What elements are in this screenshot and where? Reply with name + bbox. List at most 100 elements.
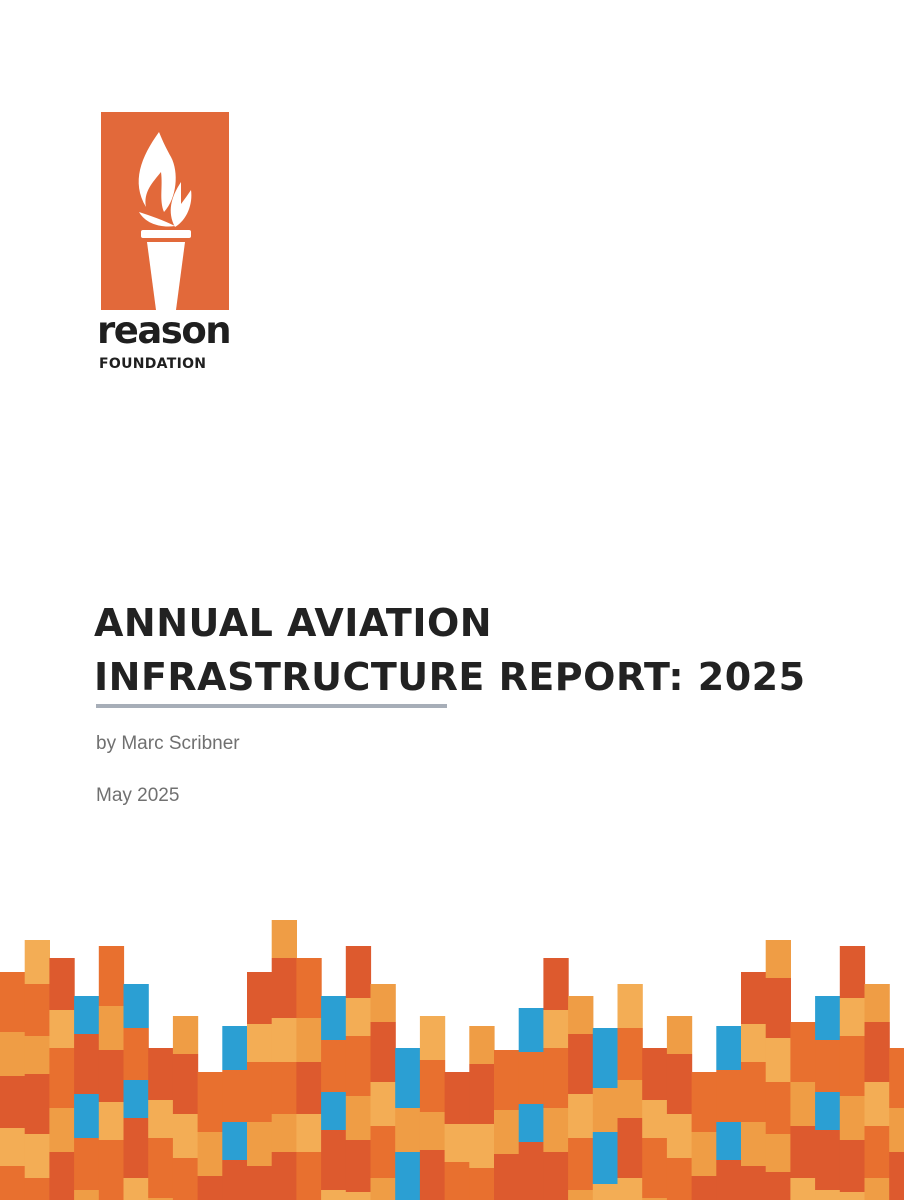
pattern-bar-segment <box>469 1124 495 1168</box>
pattern-bar-segment <box>716 1160 742 1200</box>
pattern-bar-segment <box>864 1022 890 1082</box>
pattern-bar-segment <box>0 1032 26 1076</box>
pattern-bar-segment <box>839 1192 866 1200</box>
pattern-bar-segment <box>123 984 149 1028</box>
pattern-bar-segment <box>98 1050 125 1102</box>
pattern-bar-segment <box>247 1024 273 1062</box>
pattern-bar-segment <box>839 1140 866 1192</box>
pattern-bar-segment <box>741 1062 767 1122</box>
pattern-bar-segment <box>839 1036 866 1096</box>
pattern-bar-segment <box>864 1082 890 1126</box>
pattern-bar-segment <box>247 1062 273 1122</box>
pattern-bar-segment <box>395 1152 421 1200</box>
pattern-bar-segment <box>321 996 347 1040</box>
pattern-bar-segment <box>765 1082 791 1134</box>
pattern-bar-segment <box>889 1048 904 1108</box>
pattern-bar-segment <box>123 1118 149 1178</box>
pattern-bar-segment <box>790 1022 816 1082</box>
pattern-bar-segment <box>0 1128 26 1166</box>
pattern-bar-segment <box>49 958 75 1010</box>
pattern-bar-segment <box>815 996 841 1040</box>
pattern-bar-segment <box>222 1070 248 1122</box>
pattern-bar-segment <box>592 1184 619 1200</box>
pattern-bar-segment <box>49 1108 75 1152</box>
pattern-bar-segment <box>691 1176 717 1200</box>
pattern-bar-segment <box>172 1158 199 1200</box>
pattern-bar-segment <box>543 1152 569 1200</box>
pattern-bar-segment <box>247 972 273 1024</box>
pattern-bar-segment <box>148 1100 174 1138</box>
pattern-bar-segment <box>0 972 26 1032</box>
pattern-bar-segment <box>321 1040 347 1092</box>
pattern-bar-segment <box>24 984 50 1036</box>
pattern-bar-segment <box>419 1016 446 1060</box>
pattern-bar-segment <box>716 1122 742 1160</box>
publication-date: May 2025 <box>96 785 180 806</box>
pattern-bar-segment <box>815 1040 841 1092</box>
pattern-bar-segment <box>444 1072 470 1124</box>
pattern-bar-segment <box>296 1152 322 1200</box>
pattern-bar-segment <box>271 1152 297 1200</box>
pattern-bar-segment <box>197 1072 223 1132</box>
pattern-bar-segment <box>666 1054 693 1114</box>
report-title: ANNUAL AVIATION INFRASTRUCTURE REPORT: 2… <box>94 596 884 704</box>
pattern-bar-segment <box>321 1190 347 1200</box>
title-divider <box>96 704 447 708</box>
pattern-bar-segment <box>123 1028 149 1080</box>
pattern-bar-segment <box>642 1138 668 1198</box>
pattern-bar-segment <box>123 1178 149 1200</box>
pattern-bar-segment <box>345 946 372 998</box>
pattern-bar-segment <box>741 1122 767 1166</box>
pattern-bar-segment <box>74 1034 100 1094</box>
pattern-bar-segment <box>345 1192 372 1200</box>
pattern-bar-segment <box>568 1034 594 1094</box>
pattern-bar-segment <box>296 1018 322 1062</box>
pattern-bar-segment <box>49 1048 75 1108</box>
pattern-bar-segment <box>592 1028 619 1088</box>
pattern-bar-segment <box>617 984 643 1028</box>
pattern-bar-segment <box>419 1112 446 1150</box>
pattern-bar-segment <box>469 1168 495 1200</box>
pattern-bar-segment <box>395 1048 421 1108</box>
pattern-bar-segment <box>444 1124 470 1162</box>
pattern-bar-segment <box>889 1108 904 1152</box>
pattern-bar-segment <box>889 1152 904 1200</box>
pattern-bar-segment <box>642 1048 668 1100</box>
pattern-bar-segment <box>271 958 297 1018</box>
pattern-bar-segment <box>790 1082 816 1126</box>
pattern-bar-segment <box>666 1114 693 1158</box>
pattern-bar-segment <box>543 1048 569 1108</box>
pattern-bar-segment <box>765 1172 791 1200</box>
pattern-bar-segment <box>617 1080 643 1118</box>
pattern-bar-segment <box>74 1190 100 1200</box>
pattern-bar-segment <box>370 984 396 1022</box>
pattern-bar-segment <box>469 1026 495 1064</box>
pattern-bar-segment <box>617 1178 643 1200</box>
pattern-bar-segment <box>247 1166 273 1200</box>
pattern-bar-segment <box>518 1052 544 1104</box>
pattern-bar-segment <box>222 1026 248 1070</box>
pattern-bar-segment <box>222 1122 248 1160</box>
pattern-bar-segment <box>197 1132 223 1176</box>
pattern-bar-segment <box>271 1114 297 1152</box>
pattern-bar-segment <box>172 1114 199 1158</box>
pattern-bar-segment <box>543 1108 569 1152</box>
pattern-bar-segment <box>419 1060 446 1112</box>
pattern-bar-segment <box>518 1008 544 1052</box>
pattern-bar-segment <box>24 1134 50 1178</box>
pattern-bar-segment <box>741 1024 767 1062</box>
pattern-bar-segment <box>148 1048 174 1100</box>
pattern-bar-segment <box>98 946 125 1006</box>
pattern-bar-segment <box>271 920 297 958</box>
pattern-bar-segment <box>691 1132 717 1176</box>
pattern-bar-segment <box>74 1138 100 1190</box>
pattern-bar-segment <box>24 1178 50 1200</box>
pattern-bar-segment <box>568 1190 594 1200</box>
pattern-bar-segment <box>197 1176 223 1200</box>
pattern-bar-segment <box>148 1138 174 1198</box>
pattern-bar-segment <box>98 1006 125 1050</box>
pattern-bar-segment <box>839 946 866 998</box>
pattern-bar-segment <box>0 1076 26 1128</box>
pattern-bar-segment <box>815 1190 841 1200</box>
pattern-bar-segment <box>765 978 791 1038</box>
